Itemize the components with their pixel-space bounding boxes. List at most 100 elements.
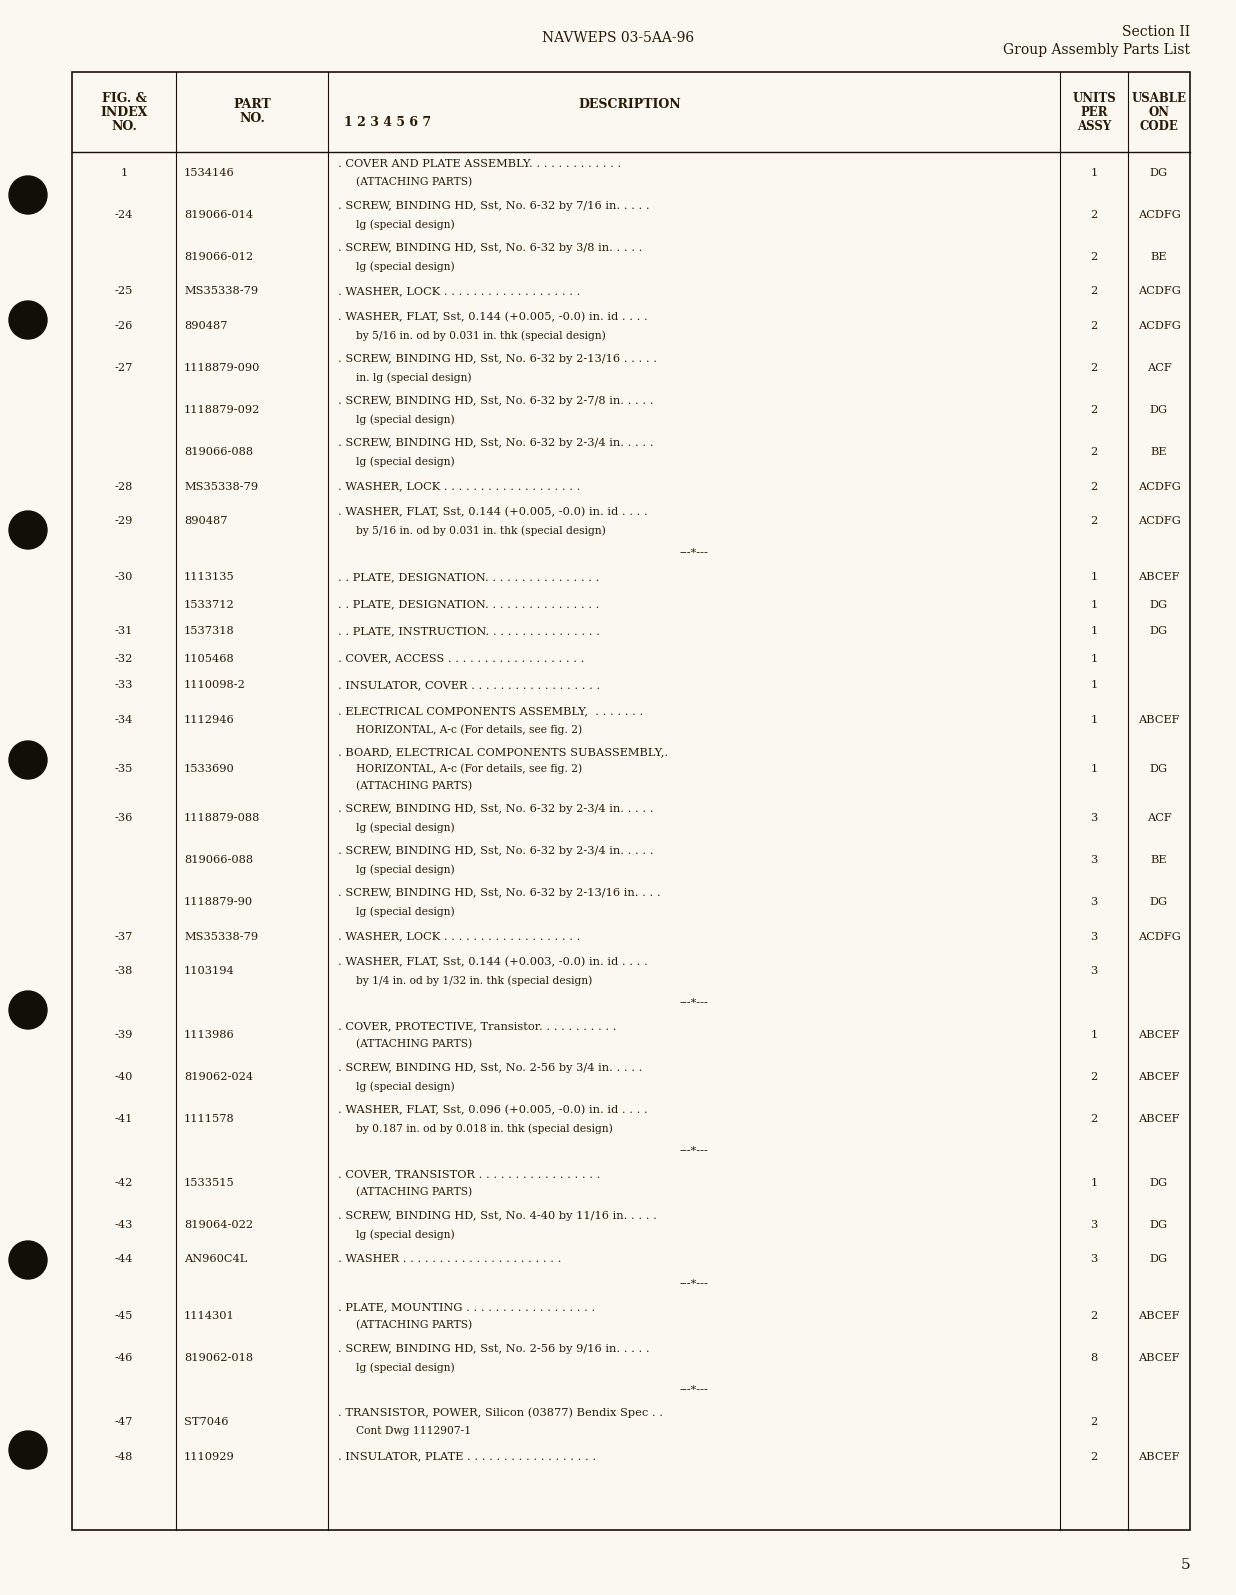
Text: ACDFG: ACDFG [1137,287,1180,297]
Text: . . PLATE, INSTRUCTION. . . . . . . . . . . . . . . .: . . PLATE, INSTRUCTION. . . . . . . . . … [337,627,599,636]
Text: by 5/16 in. od by 0.031 in. thk (special design): by 5/16 in. od by 0.031 in. thk (special… [356,330,606,340]
Text: ABCEF: ABCEF [1138,1072,1179,1081]
Text: Group Assembly Parts List: Group Assembly Parts List [1002,43,1190,57]
Text: AN960C4L: AN960C4L [184,1255,247,1265]
Text: . SCREW, BINDING HD, Sst, No. 6-32 by 2-3/4 in. . . . .: . SCREW, BINDING HD, Sst, No. 6-32 by 2-… [337,845,654,857]
Text: . SCREW, BINDING HD, Sst, No. 6-32 by 3/8 in. . . . .: . SCREW, BINDING HD, Sst, No. 6-32 by 3/… [337,242,643,252]
Text: . WASHER, FLAT, Sst, 0.096 (+0.005, -0.0) in. id . . . .: . WASHER, FLAT, Sst, 0.096 (+0.005, -0.0… [337,1105,648,1115]
Circle shape [9,742,47,778]
Text: 2: 2 [1090,364,1098,373]
Text: 2: 2 [1090,447,1098,458]
Text: 3: 3 [1090,1220,1098,1230]
Text: 3: 3 [1090,896,1098,908]
Text: 1: 1 [1090,600,1098,609]
Text: ST7046: ST7046 [184,1416,229,1428]
Text: 2: 2 [1090,211,1098,220]
Text: 819066-088: 819066-088 [184,855,253,864]
Text: MS35338-79: MS35338-79 [184,482,258,491]
Text: 8: 8 [1090,1353,1098,1364]
Text: -25: -25 [115,287,133,297]
Text: BE: BE [1151,855,1167,864]
Text: ON: ON [1148,105,1169,118]
Text: lg (special design): lg (special design) [356,864,455,874]
Text: (ATTACHING PARTS): (ATTACHING PARTS) [356,177,472,187]
Text: BE: BE [1151,252,1167,262]
Text: 1: 1 [1090,167,1098,179]
Text: 890487: 890487 [184,517,227,526]
Text: -40: -40 [115,1072,133,1081]
Text: ABCEF: ABCEF [1138,1353,1179,1364]
Text: 3: 3 [1090,855,1098,864]
Text: . SCREW, BINDING HD, Sst, No. 6-32 by 2-3/4 in. . . . .: . SCREW, BINDING HD, Sst, No. 6-32 by 2-… [337,437,654,448]
Text: -31: -31 [115,627,133,636]
Text: . PLATE, MOUNTING . . . . . . . . . . . . . . . . . .: . PLATE, MOUNTING . . . . . . . . . . . … [337,1302,596,1311]
Text: . COVER, PROTECTIVE, Transistor. . . . . . . . . . .: . COVER, PROTECTIVE, Transistor. . . . .… [337,1021,617,1030]
Text: lg (special design): lg (special design) [356,262,455,271]
Text: 819064-022: 819064-022 [184,1220,253,1230]
Text: ACDFG: ACDFG [1137,482,1180,491]
Text: 890487: 890487 [184,321,227,332]
Text: -30: -30 [115,573,133,582]
Text: 2: 2 [1090,1072,1098,1081]
Text: 1533515: 1533515 [184,1179,235,1188]
Text: (ATTACHING PARTS): (ATTACHING PARTS) [356,1321,472,1330]
Text: (ATTACHING PARTS): (ATTACHING PARTS) [356,780,472,791]
Text: 2: 2 [1090,321,1098,332]
Text: -34: -34 [115,715,133,726]
Text: 1: 1 [1090,715,1098,726]
Text: . WASHER, FLAT, Sst, 0.144 (+0.005, -0.0) in. id . . . .: . WASHER, FLAT, Sst, 0.144 (+0.005, -0.0… [337,311,648,322]
Text: . SCREW, BINDING HD, Sst, No. 4-40 by 11/16 in. . . . .: . SCREW, BINDING HD, Sst, No. 4-40 by 11… [337,1211,656,1220]
Text: 819066-088: 819066-088 [184,447,253,458]
Text: ACDFG: ACDFG [1137,517,1180,526]
Text: -24: -24 [115,211,133,220]
Text: ACF: ACF [1147,813,1172,823]
Text: DG: DG [1149,1255,1168,1265]
Text: by 5/16 in. od by 0.031 in. thk (special design): by 5/16 in. od by 0.031 in. thk (special… [356,525,606,536]
Text: ABCEF: ABCEF [1138,1311,1179,1321]
Text: ---*---: ---*--- [680,549,708,558]
Text: . SCREW, BINDING HD, Sst, No. 2-56 by 9/16 in. . . . .: . SCREW, BINDING HD, Sst, No. 2-56 by 9/… [337,1343,650,1354]
Text: -38: -38 [115,967,133,976]
Text: 2: 2 [1090,517,1098,526]
Text: -46: -46 [115,1353,133,1364]
Text: DG: DG [1149,405,1168,415]
Text: ---*---: ---*--- [680,1279,708,1289]
Text: 819066-014: 819066-014 [184,211,253,220]
Text: PER: PER [1080,105,1107,118]
Text: -26: -26 [115,321,133,332]
Text: ABCEF: ABCEF [1138,1451,1179,1461]
Text: 1533690: 1533690 [184,764,235,774]
Text: 2: 2 [1090,1311,1098,1321]
Text: lg (special design): lg (special design) [356,1362,455,1373]
Text: 3: 3 [1090,967,1098,976]
Text: 1: 1 [1090,654,1098,664]
Text: 1113135: 1113135 [184,573,235,582]
Circle shape [9,1241,47,1279]
Text: 2: 2 [1090,405,1098,415]
Text: 2: 2 [1090,1416,1098,1428]
Text: 2: 2 [1090,287,1098,297]
Text: ABCEF: ABCEF [1138,1113,1179,1124]
Text: 1537318: 1537318 [184,627,235,636]
Text: NO.: NO. [111,120,137,132]
Text: . COVER AND PLATE ASSEMBLY. . . . . . . . . . . . .: . COVER AND PLATE ASSEMBLY. . . . . . . … [337,160,622,169]
Text: lg (special design): lg (special design) [356,1230,455,1239]
Text: . SCREW, BINDING HD, Sst, No. 6-32 by 2-3/4 in. . . . .: . SCREW, BINDING HD, Sst, No. 6-32 by 2-… [337,804,654,813]
Text: . INSULATOR, PLATE . . . . . . . . . . . . . . . . . .: . INSULATOR, PLATE . . . . . . . . . . .… [337,1451,596,1461]
Text: (ATTACHING PARTS): (ATTACHING PARTS) [356,1187,472,1198]
Text: DG: DG [1149,1179,1168,1188]
Text: FIG. &: FIG. & [101,91,146,105]
Text: -37: -37 [115,931,133,941]
Text: -32: -32 [115,654,133,664]
Circle shape [9,990,47,1029]
Text: 1: 1 [120,167,127,179]
Text: . COVER, TRANSISTOR . . . . . . . . . . . . . . . . .: . COVER, TRANSISTOR . . . . . . . . . . … [337,1169,601,1179]
Text: 2: 2 [1090,252,1098,262]
Text: 1: 1 [1090,1179,1098,1188]
Text: ACDFG: ACDFG [1137,321,1180,332]
Text: . . PLATE, DESIGNATION. . . . . . . . . . . . . . . .: . . PLATE, DESIGNATION. . . . . . . . . … [337,600,599,609]
Text: NAVWEPS 03-5AA-96: NAVWEPS 03-5AA-96 [541,30,695,45]
Text: 1103194: 1103194 [184,967,235,976]
Text: ---*---: ---*--- [680,998,708,1008]
Text: . SCREW, BINDING HD, Sst, No. 6-32 by 2-13/16 . . . . .: . SCREW, BINDING HD, Sst, No. 6-32 by 2-… [337,354,658,364]
